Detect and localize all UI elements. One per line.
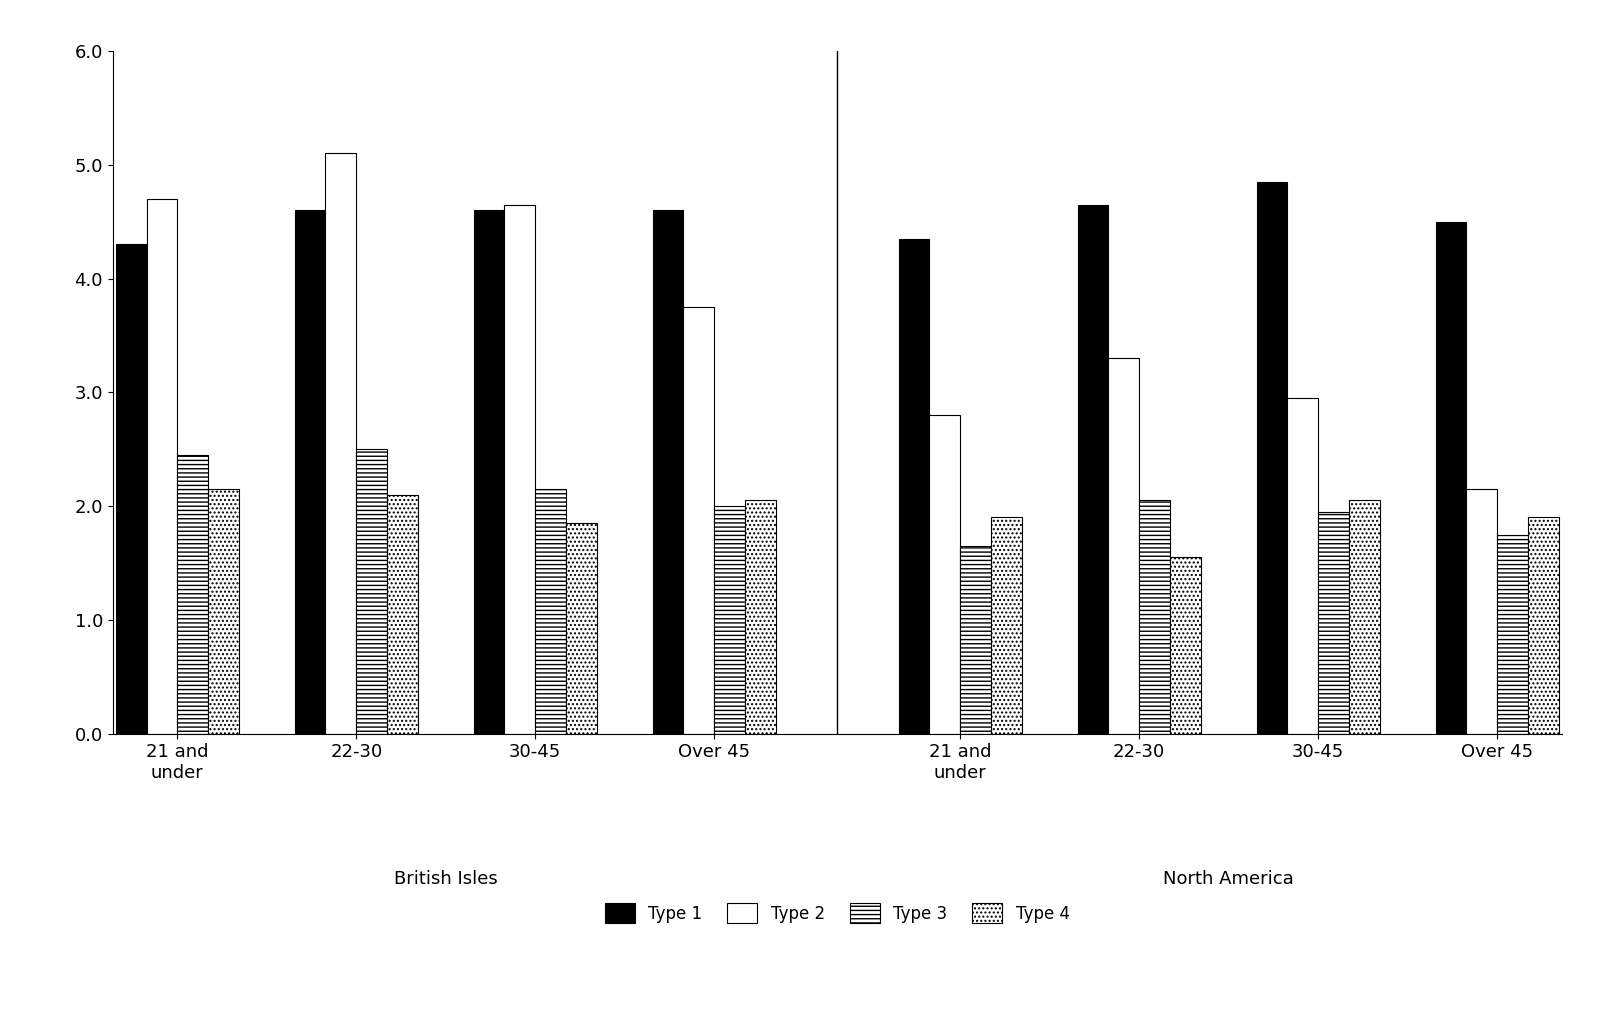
Bar	[1140, 500, 1170, 734]
Text: North America: North America	[1164, 870, 1294, 889]
Bar	[960, 546, 992, 734]
Text: British Isles: British Isles	[394, 870, 497, 889]
Bar	[473, 210, 504, 734]
Bar	[1108, 359, 1140, 734]
Bar	[898, 238, 929, 734]
Bar	[356, 449, 386, 734]
Bar	[1349, 500, 1380, 734]
Bar	[929, 415, 960, 734]
Bar	[325, 154, 356, 734]
Bar	[535, 489, 567, 734]
Bar	[295, 210, 325, 734]
Bar	[147, 199, 177, 734]
Bar	[683, 307, 715, 734]
Bar	[567, 523, 597, 734]
Bar	[504, 205, 535, 734]
Bar	[1077, 205, 1108, 734]
Bar	[1288, 398, 1319, 734]
Bar	[652, 210, 683, 734]
Bar	[1497, 535, 1528, 734]
Bar	[1257, 181, 1288, 734]
Bar	[116, 245, 147, 734]
Bar	[1170, 557, 1201, 734]
Bar	[1528, 518, 1558, 734]
Bar	[1319, 512, 1349, 734]
Bar	[715, 506, 745, 734]
Bar	[745, 500, 776, 734]
Bar	[1467, 489, 1497, 734]
Bar	[177, 454, 208, 734]
Bar	[992, 518, 1022, 734]
Bar	[208, 489, 238, 734]
Bar	[1436, 222, 1467, 734]
Bar	[386, 495, 417, 734]
Legend: Type 1, Type 2, Type 3, Type 4: Type 1, Type 2, Type 3, Type 4	[599, 897, 1075, 930]
